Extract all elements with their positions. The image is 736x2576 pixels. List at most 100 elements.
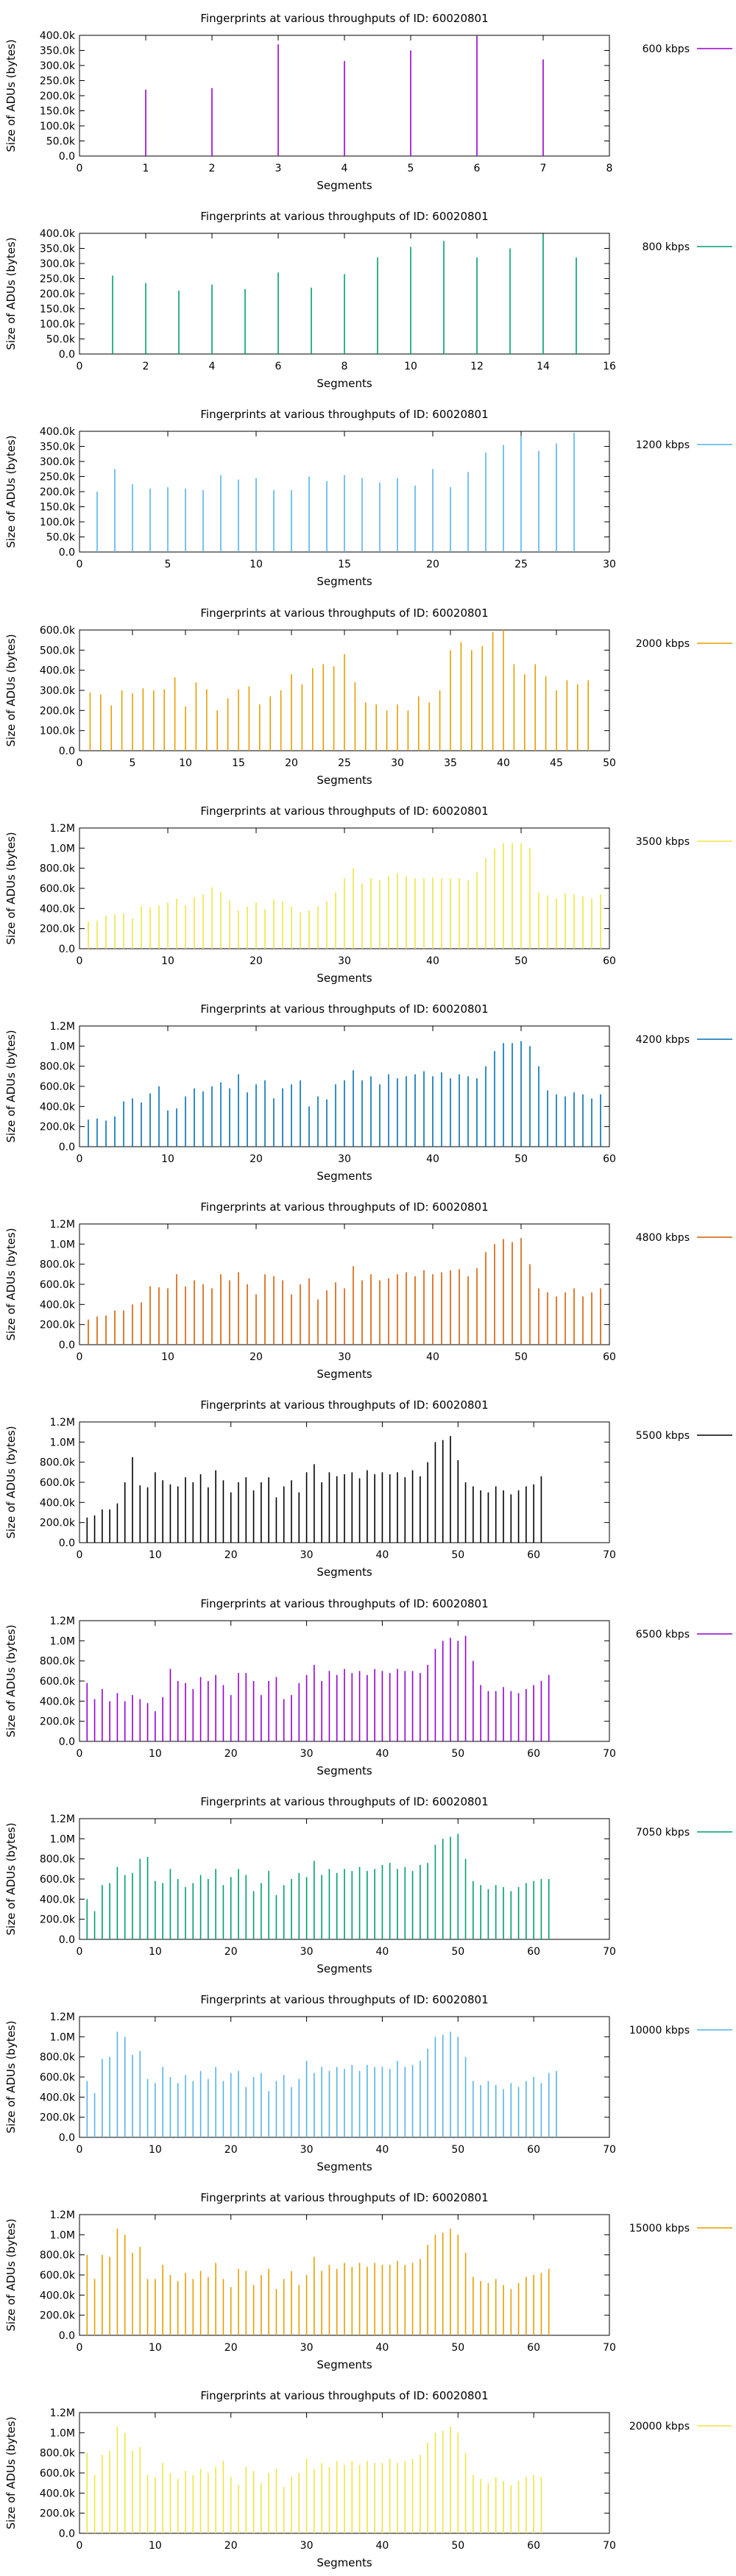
x-tick-label: 20 bbox=[224, 1748, 238, 1760]
x-tick-label: 60 bbox=[527, 1549, 540, 1561]
x-tick-label: 40 bbox=[376, 2342, 389, 2354]
y-tick-label: 200.0k bbox=[40, 1716, 76, 1728]
x-tick-label: 3 bbox=[275, 163, 282, 174]
x-tick-label: 20 bbox=[224, 2144, 238, 2156]
x-tick-label: 0 bbox=[77, 361, 83, 372]
x-tick-label: 30 bbox=[338, 1153, 351, 1165]
y-tick-label: 100.0k bbox=[40, 517, 76, 528]
x-tick-label: 50 bbox=[514, 1153, 528, 1165]
x-tick-label: 20 bbox=[224, 1946, 238, 1958]
x-tick-label: 50 bbox=[451, 2144, 464, 2156]
legend-label: 600 kbps bbox=[643, 43, 690, 55]
y-tick-label: 400.0k bbox=[40, 1894, 76, 1906]
y-tick-label: 1.2M bbox=[50, 1616, 75, 1627]
legend-label: 15000 kbps bbox=[629, 2223, 690, 2234]
y-tick-label: 200.0k bbox=[40, 2310, 76, 2322]
x-tick-label: 50 bbox=[451, 1946, 464, 1958]
x-axis-label: Segments bbox=[316, 1962, 372, 1975]
x-tick-label: 50 bbox=[451, 2540, 464, 2552]
y-tick-label: 600.0k bbox=[40, 1279, 76, 1291]
y-tick-label: 0.0 bbox=[59, 944, 75, 955]
x-tick-label: 20 bbox=[224, 2342, 238, 2354]
y-tick-label: 400.0k bbox=[40, 1299, 76, 1311]
x-tick-label: 45 bbox=[550, 757, 563, 769]
x-tick-label: 10 bbox=[149, 1748, 162, 1760]
chart-panel: Fingerprints at various throughputs of I… bbox=[0, 1585, 736, 1784]
y-axis-label: Size of ADUs (bytes) bbox=[4, 634, 18, 746]
x-tick-label: 40 bbox=[426, 955, 439, 967]
chart-panel: Fingerprints at various throughputs of I… bbox=[0, 1189, 736, 1387]
y-tick-label: 500.0k bbox=[40, 645, 76, 657]
x-tick-label: 5 bbox=[165, 559, 171, 570]
chart-title: Fingerprints at various throughputs of I… bbox=[200, 2191, 488, 2204]
y-tick-label: 250.0k bbox=[40, 472, 76, 484]
chart-svg: Fingerprints at various throughputs of I… bbox=[4, 2191, 732, 2371]
x-tick-label: 0 bbox=[77, 2144, 83, 2156]
y-tick-label: 100.0k bbox=[40, 121, 76, 132]
x-tick-label: 20 bbox=[250, 1351, 263, 1363]
y-tick-label: 200.0k bbox=[40, 2112, 76, 2124]
x-tick-label: 70 bbox=[603, 1748, 616, 1760]
y-tick-label: 400.0k bbox=[40, 665, 76, 677]
y-axis-label: Size of ADUs (bytes) bbox=[4, 2416, 18, 2529]
y-tick-label: 150.0k bbox=[40, 304, 76, 316]
y-tick-label: 600.0k bbox=[40, 883, 76, 895]
y-tick-label: 600.0k bbox=[40, 1081, 76, 1093]
x-tick-label: 20 bbox=[285, 757, 298, 769]
y-axis-label: Size of ADUs (bytes) bbox=[4, 1030, 18, 1142]
chart-title: Fingerprints at various throughputs of I… bbox=[200, 1002, 488, 1016]
y-tick-label: 600.0k bbox=[40, 2468, 76, 2480]
x-tick-label: 16 bbox=[603, 361, 616, 372]
y-tick-label: 1.2M bbox=[50, 823, 75, 835]
chart-title: Fingerprints at various throughputs of I… bbox=[200, 606, 488, 620]
chart-svg: Fingerprints at various throughputs of I… bbox=[4, 1398, 732, 1579]
chart-svg: Fingerprints at various throughputs of I… bbox=[4, 1597, 732, 1777]
x-tick-label: 25 bbox=[514, 559, 528, 570]
y-tick-label: 200.0k bbox=[40, 2508, 76, 2520]
y-tick-label: 1.2M bbox=[50, 1814, 75, 1825]
x-tick-label: 50 bbox=[451, 2342, 464, 2354]
chart-svg: Fingerprints at various throughputs of I… bbox=[4, 2389, 732, 2569]
y-tick-label: 200.0k bbox=[40, 924, 76, 935]
y-tick-label: 250.0k bbox=[40, 274, 76, 286]
x-axis-label: Segments bbox=[316, 2556, 372, 2569]
x-tick-label: 20 bbox=[250, 1153, 263, 1165]
y-tick-label: 600.0k bbox=[40, 625, 76, 637]
chart-panel: Fingerprints at various throughputs of I… bbox=[0, 2377, 736, 2576]
y-tick-label: 1.2M bbox=[50, 1417, 75, 1429]
x-tick-label: 12 bbox=[470, 361, 484, 372]
x-axis-label: Segments bbox=[316, 2160, 372, 2173]
chart-title: Fingerprints at various throughputs of I… bbox=[200, 1398, 488, 1412]
y-tick-label: 200.0k bbox=[40, 486, 76, 498]
chart-svg: Fingerprints at various throughputs of I… bbox=[4, 1002, 732, 1183]
x-tick-label: 6 bbox=[474, 163, 481, 174]
chart-svg: Fingerprints at various throughputs of I… bbox=[4, 12, 732, 192]
x-tick-label: 0 bbox=[77, 559, 83, 570]
y-tick-label: 300.0k bbox=[40, 60, 76, 72]
chart-panel: Fingerprints at various throughputs of I… bbox=[0, 1783, 736, 1982]
y-axis-label: Size of ADUs (bytes) bbox=[4, 39, 18, 152]
y-tick-label: 600.0k bbox=[40, 1874, 76, 1886]
x-tick-label: 50 bbox=[514, 1351, 528, 1363]
chart-title: Fingerprints at various throughputs of I… bbox=[200, 1993, 488, 2006]
chart-title: Fingerprints at various throughputs of I… bbox=[200, 408, 488, 421]
x-tick-label: 20 bbox=[250, 955, 263, 967]
y-tick-label: 800.0k bbox=[40, 1259, 76, 1271]
x-tick-label: 7 bbox=[540, 163, 547, 174]
x-axis-label: Segments bbox=[316, 774, 372, 787]
legend-label: 20000 kbps bbox=[629, 2421, 690, 2432]
y-tick-label: 1.0M bbox=[50, 2427, 75, 2439]
x-axis-label: Segments bbox=[316, 1367, 372, 1381]
x-tick-label: 70 bbox=[603, 1946, 616, 1958]
y-tick-label: 200.0k bbox=[40, 289, 76, 300]
x-axis-label: Segments bbox=[316, 1764, 372, 1777]
x-tick-label: 10 bbox=[179, 757, 192, 769]
y-tick-label: 800.0k bbox=[40, 2448, 76, 2460]
y-tick-label: 800.0k bbox=[40, 1061, 76, 1073]
x-tick-label: 25 bbox=[338, 757, 351, 769]
y-tick-label: 800.0k bbox=[40, 1457, 76, 1469]
x-tick-label: 70 bbox=[603, 2540, 616, 2552]
chart-panel: Fingerprints at various throughputs of I… bbox=[0, 198, 736, 397]
y-tick-label: 1.0M bbox=[50, 1833, 75, 1845]
